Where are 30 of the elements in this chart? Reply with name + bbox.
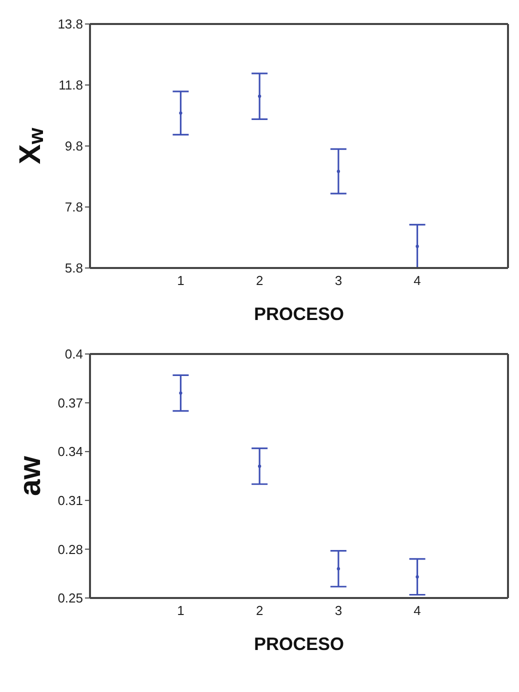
point [179,111,182,115]
y-tick-label: 13.8 [58,16,83,32]
x-tick-label: 3 [334,603,342,618]
x-tick-label: 4 [414,273,421,288]
x-tick-label: 1 [177,603,184,618]
x-tick-label: 2 [256,273,264,288]
x-tick-label: 3 [334,273,342,288]
y-tick-label: 0.28 [58,542,83,557]
y-tick-label: 0.4 [64,346,83,362]
y-tick-label: 11.8 [58,78,83,93]
y-tick-label: 7.8 [64,200,83,215]
y-tick-label: 5.8 [64,260,83,276]
y-axis-title: aw [14,455,46,496]
point [258,94,262,98]
point [336,567,340,570]
point [416,575,419,578]
x-tick-label: 1 [177,273,184,288]
point [416,244,419,248]
y-tick-label: 9.8 [64,138,83,154]
point [336,170,340,173]
y-tick-label: 0.25 [58,590,83,606]
x-axis-title: PROCESO [254,634,344,654]
y-tick-label: 0.34 [58,444,83,460]
point [258,464,262,468]
x-tick-label: 4 [414,603,421,618]
x-axis-title: PROCESO [254,304,344,324]
x-tick-label: 2 [256,603,264,618]
y-tick-label: 0.37 [58,395,83,410]
point [179,391,182,395]
y-tick-label: 0.31 [58,493,83,508]
